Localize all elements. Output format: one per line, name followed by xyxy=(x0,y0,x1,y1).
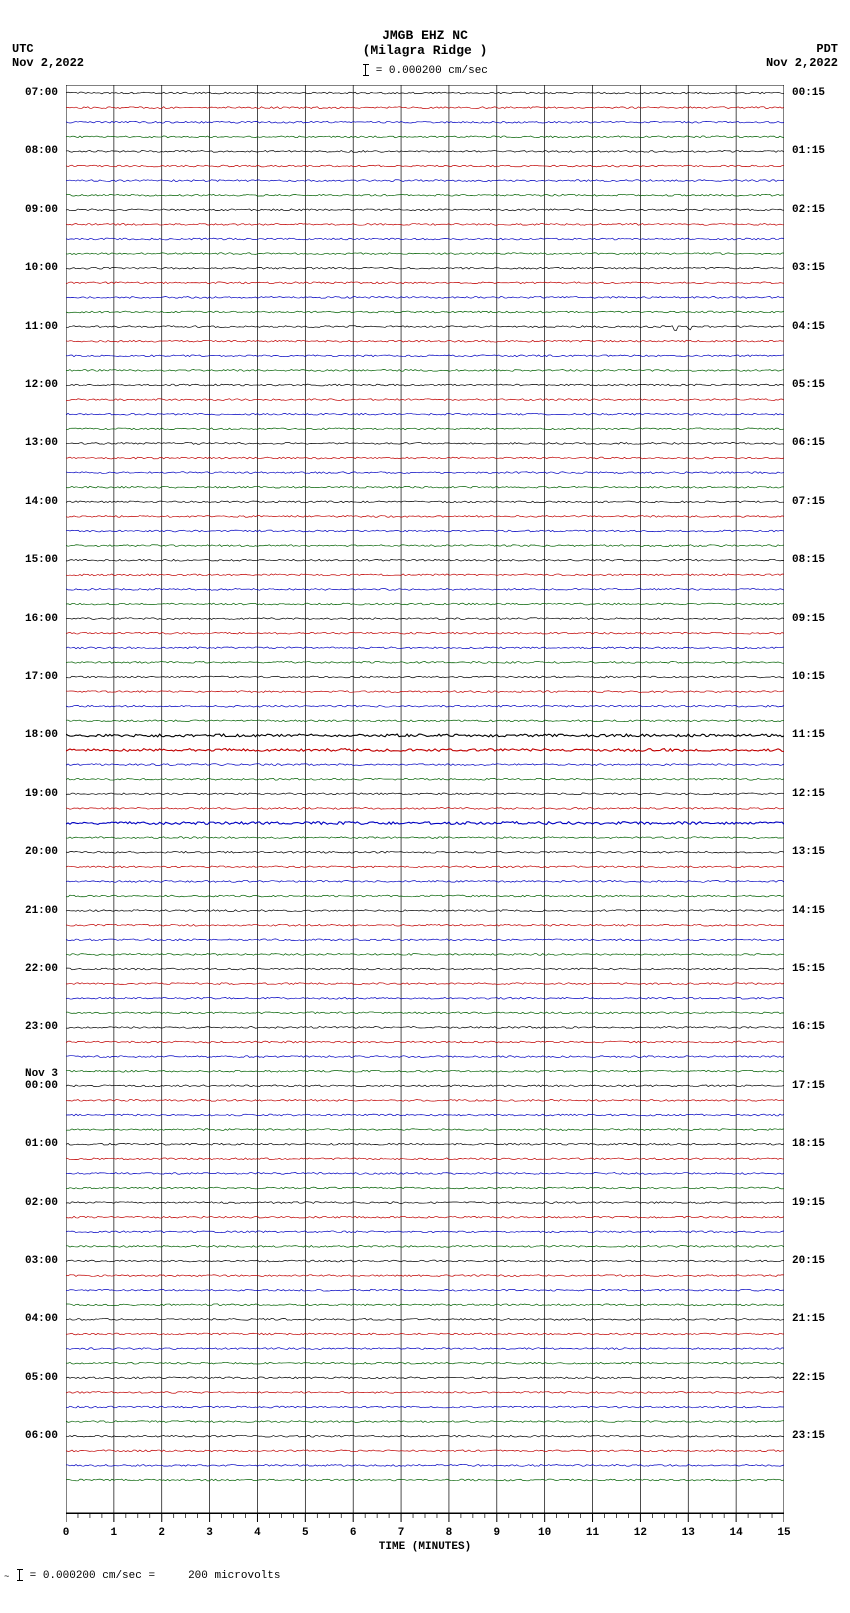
utc-label: UTC xyxy=(12,42,84,56)
x-tick-label: 12 xyxy=(634,1527,647,1539)
pdt-hour-label: 18:15 xyxy=(792,1138,825,1150)
pdt-hour-label: 12:15 xyxy=(792,788,825,800)
pdt-hour-label: 17:15 xyxy=(792,1080,825,1092)
pdt-hour-label: 03:15 xyxy=(792,262,825,274)
pdt-hour-label: 05:15 xyxy=(792,379,825,391)
utc-hour-label: 03:00 xyxy=(25,1255,58,1267)
pdt-hour-label: 02:15 xyxy=(792,204,825,216)
pdt-hour-label: 22:15 xyxy=(792,1372,825,1384)
utc-hour-label: 02:00 xyxy=(25,1197,58,1209)
x-tick-label: 10 xyxy=(538,1527,551,1539)
x-tick-label: 2 xyxy=(158,1527,165,1539)
x-tick-label: 0 xyxy=(63,1527,70,1539)
utc-hour-label: 14:00 xyxy=(25,496,58,508)
pdt-hour-label: 21:15 xyxy=(792,1313,825,1325)
utc-hour-label: 08:00 xyxy=(25,145,58,157)
pdt-hour-label: 13:15 xyxy=(792,846,825,858)
utc-hour-label: 01:00 xyxy=(25,1138,58,1150)
utc-hour-label: 19:00 xyxy=(25,788,58,800)
top-left-meta: UTC Nov 2,2022 xyxy=(12,42,84,70)
scale-bar-icon xyxy=(19,1569,20,1581)
station-code: JMGB EHZ NC xyxy=(0,28,850,43)
x-tick-label: 11 xyxy=(586,1527,599,1539)
utc-hour-label: 06:00 xyxy=(25,1430,58,1442)
pdt-hour-label: 06:15 xyxy=(792,437,825,449)
utc-hour-label: 17:00 xyxy=(25,671,58,683)
x-tick-label: 4 xyxy=(254,1527,261,1539)
pdt-hour-label: 00:15 xyxy=(792,87,825,99)
pdt-hour-label: 10:15 xyxy=(792,671,825,683)
utc-date: Nov 2,2022 xyxy=(12,56,84,70)
x-tick-label: 3 xyxy=(206,1527,213,1539)
x-tick-label: 8 xyxy=(446,1527,453,1539)
footer-text-before: = 0.000200 cm/sec = xyxy=(30,1570,155,1582)
utc-hour-label: 12:00 xyxy=(25,379,58,391)
x-axis-title: TIME (MINUTES) xyxy=(379,1541,471,1553)
utc-hour-label: 07:00 xyxy=(25,87,58,99)
utc-hour-label: 22:00 xyxy=(25,963,58,975)
pdt-hour-label: 01:15 xyxy=(792,145,825,157)
utc-hour-label: 21:00 xyxy=(25,905,58,917)
utc-hour-label: 09:00 xyxy=(25,204,58,216)
x-tick-label: 14 xyxy=(730,1527,743,1539)
utc-hour-label: 23:00 xyxy=(25,1021,58,1033)
pdt-hour-label: 09:15 xyxy=(792,613,825,625)
pdt-hour-label: 08:15 xyxy=(792,554,825,566)
pdt-hour-label: 14:15 xyxy=(792,905,825,917)
utc-hour-label: 13:00 xyxy=(25,437,58,449)
x-tick-label: 7 xyxy=(398,1527,405,1539)
pdt-hour-label: 20:15 xyxy=(792,1255,825,1267)
pdt-hour-label: 11:15 xyxy=(792,729,825,741)
footer-text-after: 200 microvolts xyxy=(188,1570,280,1582)
x-tick-label: 5 xyxy=(302,1527,309,1539)
footer-tilde: ~ xyxy=(4,1572,9,1582)
utc-hour-label: 05:00 xyxy=(25,1372,58,1384)
x-tick-label: 9 xyxy=(493,1527,500,1539)
chart-header: JMGB EHZ NC (Milagra Ridge ) = 0.000200 … xyxy=(0,0,850,77)
utc-hour-label: 20:00 xyxy=(25,846,58,858)
pdt-date: Nov 2,2022 xyxy=(766,56,838,70)
date-rollover-label: Nov 3 xyxy=(25,1068,58,1080)
pdt-hour-label: 07:15 xyxy=(792,496,825,508)
utc-hour-label: 16:00 xyxy=(25,613,58,625)
x-tick-label: 13 xyxy=(682,1527,695,1539)
header-scale-text: = 0.000200 cm/sec xyxy=(376,65,488,77)
scale-bar-icon xyxy=(365,64,366,76)
top-right-meta: PDT Nov 2,2022 xyxy=(766,42,838,70)
plot-wrap: 07:00 08:00 09:00 10:00 11:00 12:00 13:00 14:00… xyxy=(0,85,850,1513)
utc-hour-label: 18:00 xyxy=(25,729,58,741)
pdt-hour-label: 15:15 xyxy=(792,963,825,975)
right-time-labels: 00:15 01:15 02:15 03:15 04:15 05:15 06:15 07:15… xyxy=(788,85,850,1513)
pdt-hour-label: 04:15 xyxy=(792,321,825,333)
x-tick-label: 6 xyxy=(350,1527,357,1539)
pdt-hour-label: 23:15 xyxy=(792,1430,825,1442)
utc-hour-label: 04:00 xyxy=(25,1313,58,1325)
pdt-label: PDT xyxy=(766,42,838,56)
footer-scale: ~ = 0.000200 cm/sec = 200 microvolts xyxy=(0,1559,850,1594)
utc-hour-label: 15:00 xyxy=(25,554,58,566)
x-tick-label: 15 xyxy=(777,1527,790,1539)
pdt-hour-label: 19:15 xyxy=(792,1197,825,1209)
seismogram-plot xyxy=(66,85,784,1513)
header-scale: = 0.000200 cm/sec xyxy=(0,64,850,77)
left-time-labels: 07:00 08:00 09:00 10:00 11:00 12:00 13:00 14:00… xyxy=(0,85,62,1513)
utc-hour-label: 00:00 xyxy=(25,1080,58,1092)
seismogram-container: UTC Nov 2,2022 PDT Nov 2,2022 JMGB EHZ N… xyxy=(0,0,850,1594)
utc-hour-label: 11:00 xyxy=(25,321,58,333)
utc-hour-label: 10:00 xyxy=(25,262,58,274)
seismogram-svg xyxy=(66,85,784,1513)
x-tick-label: 1 xyxy=(111,1527,118,1539)
station-location: (Milagra Ridge ) xyxy=(0,43,850,58)
pdt-hour-label: 16:15 xyxy=(792,1021,825,1033)
x-axis: TIME (MINUTES) 0123456789101112131415 xyxy=(66,1513,784,1559)
